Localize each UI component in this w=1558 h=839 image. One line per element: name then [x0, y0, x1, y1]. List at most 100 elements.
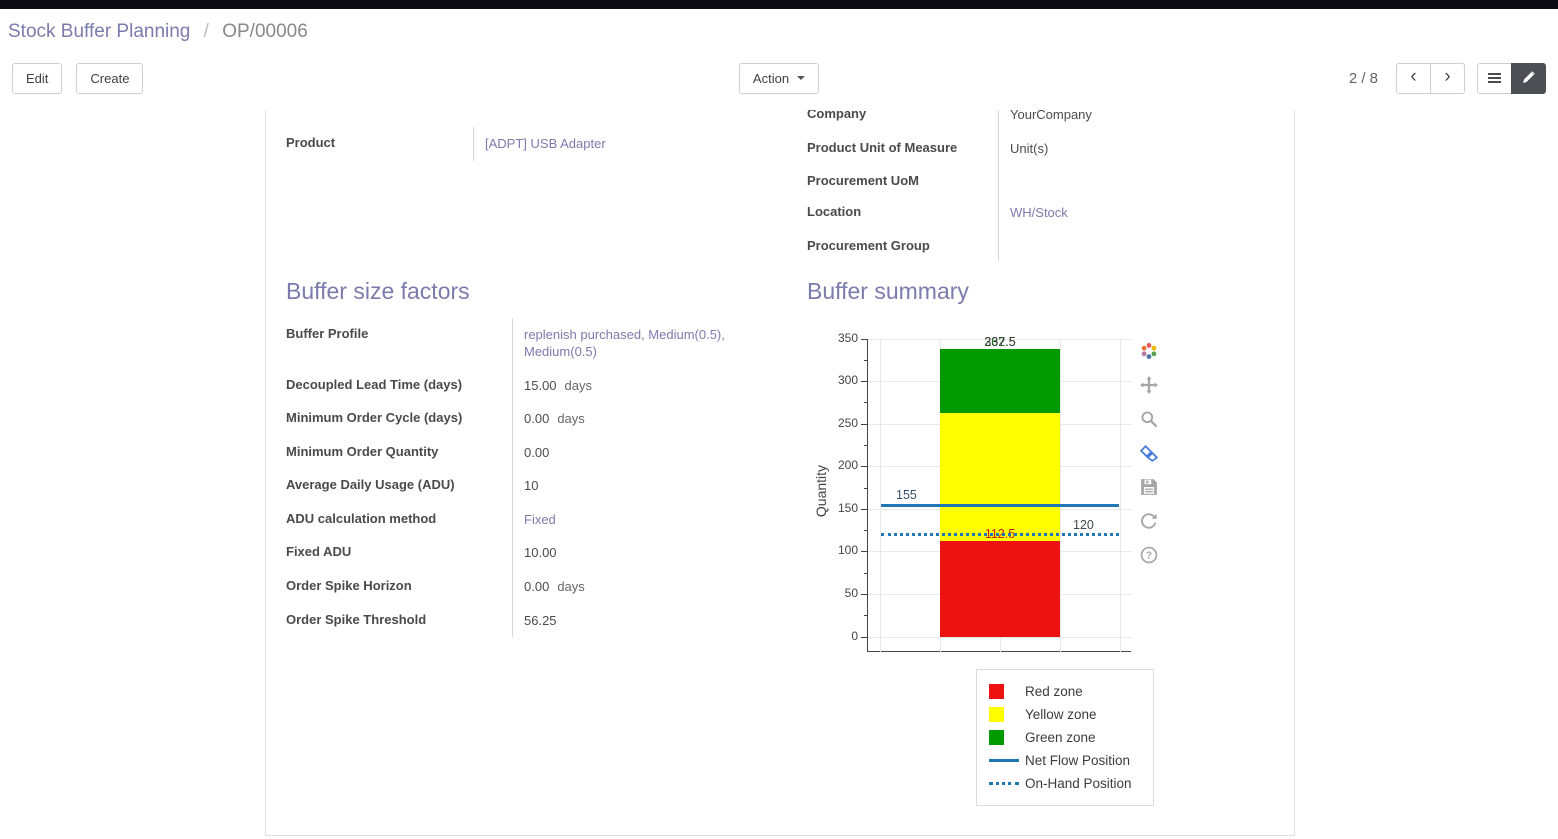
- field-value: 0.00: [512, 435, 793, 470]
- field-row-company: Company YourCompany: [807, 110, 1274, 132]
- legend-item-red-zone[interactable]: Red zone: [989, 680, 1141, 703]
- field-value-text: 56.25: [524, 612, 557, 628]
- field-value-link[interactable]: WH/Stock: [1010, 205, 1068, 221]
- field-row-decoupled-lead-time-days: Decoupled Lead Time (days) 15.00 days: [286, 368, 793, 403]
- legend-label: On-Hand Position: [1025, 775, 1132, 791]
- form-view-icon: [1522, 70, 1536, 87]
- field-value-link[interactable]: Fixed: [524, 511, 556, 527]
- legend-label: Green zone: [1025, 729, 1096, 745]
- legend-item-yellow-zone[interactable]: Yellow zone: [989, 703, 1141, 726]
- legend-swatch-wrap: [989, 729, 1021, 745]
- field-value: Unit(s): [998, 131, 1274, 166]
- breadcrumb: Stock Buffer Planning / OP/00006: [0, 9, 1558, 51]
- field-label: Decoupled Lead Time (days): [286, 376, 463, 392]
- svg-text:?: ?: [1146, 550, 1152, 561]
- compare-hover-icon[interactable]: [1139, 444, 1159, 462]
- field-row-product-unit-of-measure: Product Unit of Measure Unit(s): [807, 131, 1274, 166]
- legend-swatch-wrap: [989, 781, 1021, 785]
- help-icon[interactable]: ?: [1140, 546, 1158, 564]
- field-value-link[interactable]: [ADPT] USB Adapter: [485, 136, 606, 151]
- save-icon[interactable]: [1140, 478, 1158, 496]
- field-value: 15.00 days: [512, 368, 793, 403]
- pager-next-button[interactable]: ›: [1430, 62, 1465, 94]
- create-button[interactable]: Create: [76, 62, 144, 94]
- field-row-location: Location WH/Stock: [807, 196, 1274, 230]
- bar-total-label: 337.5: [984, 335, 1016, 350]
- zoom-icon[interactable]: [1140, 410, 1158, 428]
- field-row-product: Product [ADPT] USB Adapter: [286, 127, 792, 161]
- legend-item-net-flow-position[interactable]: Net Flow Position: [989, 749, 1141, 772]
- field-label: Procurement Group: [807, 237, 930, 253]
- field-label: Minimum Order Cycle (days): [286, 410, 463, 426]
- field-row-adu-calculation-method: ADU calculation method Fixed: [286, 502, 793, 537]
- field-label: Location: [807, 204, 862, 220]
- y-axis-minor-tick: [864, 487, 868, 489]
- field-value-text: 0.00: [524, 578, 550, 594]
- list-view-icon: [1488, 71, 1501, 85]
- zone-red-zone: [940, 540, 1060, 637]
- field-value: 10: [512, 469, 793, 503]
- red-zone-swatch: [989, 683, 1004, 699]
- edit-button[interactable]: Edit: [12, 62, 63, 94]
- field-column-left: Product [ADPT] USB Adapter: [286, 110, 792, 262]
- field-value: [998, 165, 1274, 197]
- gridline-vertical: [1060, 338, 1061, 652]
- line-on-hand-position: [881, 533, 1119, 537]
- field-value-link[interactable]: replenish purchased, Medium(0.5), Medium…: [524, 326, 725, 360]
- section-title-buffer-size-factors: Buffer size factors: [286, 278, 470, 304]
- gridline-vertical: [1120, 338, 1121, 652]
- green-zone-swatch: [989, 729, 1004, 745]
- field-value-text: Unit(s): [1010, 140, 1049, 156]
- zone-green-zone: [940, 349, 1060, 414]
- field-value-text: YourCompany: [1010, 110, 1092, 122]
- legend-item-on-hand-position[interactable]: On-Hand Position: [989, 772, 1141, 795]
- line-label-on-hand-position: 120: [1073, 518, 1094, 533]
- pan-icon[interactable]: [1140, 375, 1158, 394]
- gridline-vertical: [880, 338, 881, 652]
- view-switcher: [1477, 62, 1546, 94]
- field-label: Buffer Profile: [286, 325, 369, 341]
- field-value-text: 0.00: [524, 411, 550, 427]
- field-row-procurement-uom: Procurement UoM: [807, 165, 1274, 197]
- field-value-text: 10.00: [524, 545, 557, 561]
- field-value: WH/Stock: [998, 196, 1274, 230]
- y-axis-minor-tick: [864, 572, 868, 574]
- plotly-logo-icon[interactable]: [1140, 342, 1158, 360]
- chart-toolbar: ?: [1137, 342, 1161, 580]
- reset-axes-icon[interactable]: [1140, 512, 1158, 530]
- y-axis-tick: [861, 594, 868, 596]
- chart-legend: Red zone Yellow zone Green zone Net Flow Po…: [976, 668, 1154, 806]
- pager-previous-button[interactable]: ‹: [1396, 62, 1431, 94]
- field-label: Order Spike Horizon: [286, 577, 412, 593]
- y-axis-tick-label: 100: [837, 543, 858, 558]
- field-value: 0.00 days: [512, 402, 793, 436]
- gridline-horizontal: [868, 636, 1132, 638]
- form-view-button[interactable]: [1511, 62, 1546, 94]
- field-row-fixed-adu: Fixed ADU 10.00: [286, 536, 793, 570]
- legend-item-green-zone[interactable]: Green zone: [989, 726, 1141, 749]
- field-row-procurement-group: Procurement Group: [807, 229, 1274, 261]
- y-axis-minor-tick: [864, 615, 868, 617]
- y-axis-minor-tick: [864, 530, 868, 532]
- buffer-chart: Quantity 0 50 100 150 200 250 300 350 112.5 262.5…: [807, 318, 1281, 835]
- field-suffix: days: [564, 377, 593, 393]
- field-value-text: 15.00: [524, 377, 557, 393]
- pager-value: 2 / 8: [1348, 69, 1378, 87]
- y-axis-tick: [861, 423, 868, 425]
- chevron-left-icon: ‹: [1410, 66, 1417, 87]
- list-view-button[interactable]: [1477, 62, 1512, 94]
- chart-plot-area: 0 50 100 150 200 250 300 350 112.5 262.5 337.5 155 1…: [838, 331, 1132, 652]
- y-axis-minor-tick: [864, 445, 868, 447]
- field-row-order-spike-threshold: Order Spike Threshold 56.25: [286, 603, 793, 638]
- y-axis-tick-label: 250: [837, 415, 858, 430]
- field-row-average-daily-usage-adu: Average Daily Usage (ADU) 10: [286, 469, 793, 503]
- y-axis-tick-label: 350: [837, 330, 858, 345]
- breadcrumb-parent-link[interactable]: Stock Buffer Planning: [8, 21, 191, 42]
- chevron-right-icon: ›: [1444, 66, 1451, 87]
- y-axis-tick: [861, 381, 868, 383]
- field-value: 10.00: [512, 536, 793, 570]
- action-dropdown-button[interactable]: Action: [738, 62, 820, 94]
- y-axis-tick: [861, 551, 868, 553]
- field-label: Product Unit of Measure: [807, 139, 958, 155]
- action-label: Action: [752, 70, 790, 86]
